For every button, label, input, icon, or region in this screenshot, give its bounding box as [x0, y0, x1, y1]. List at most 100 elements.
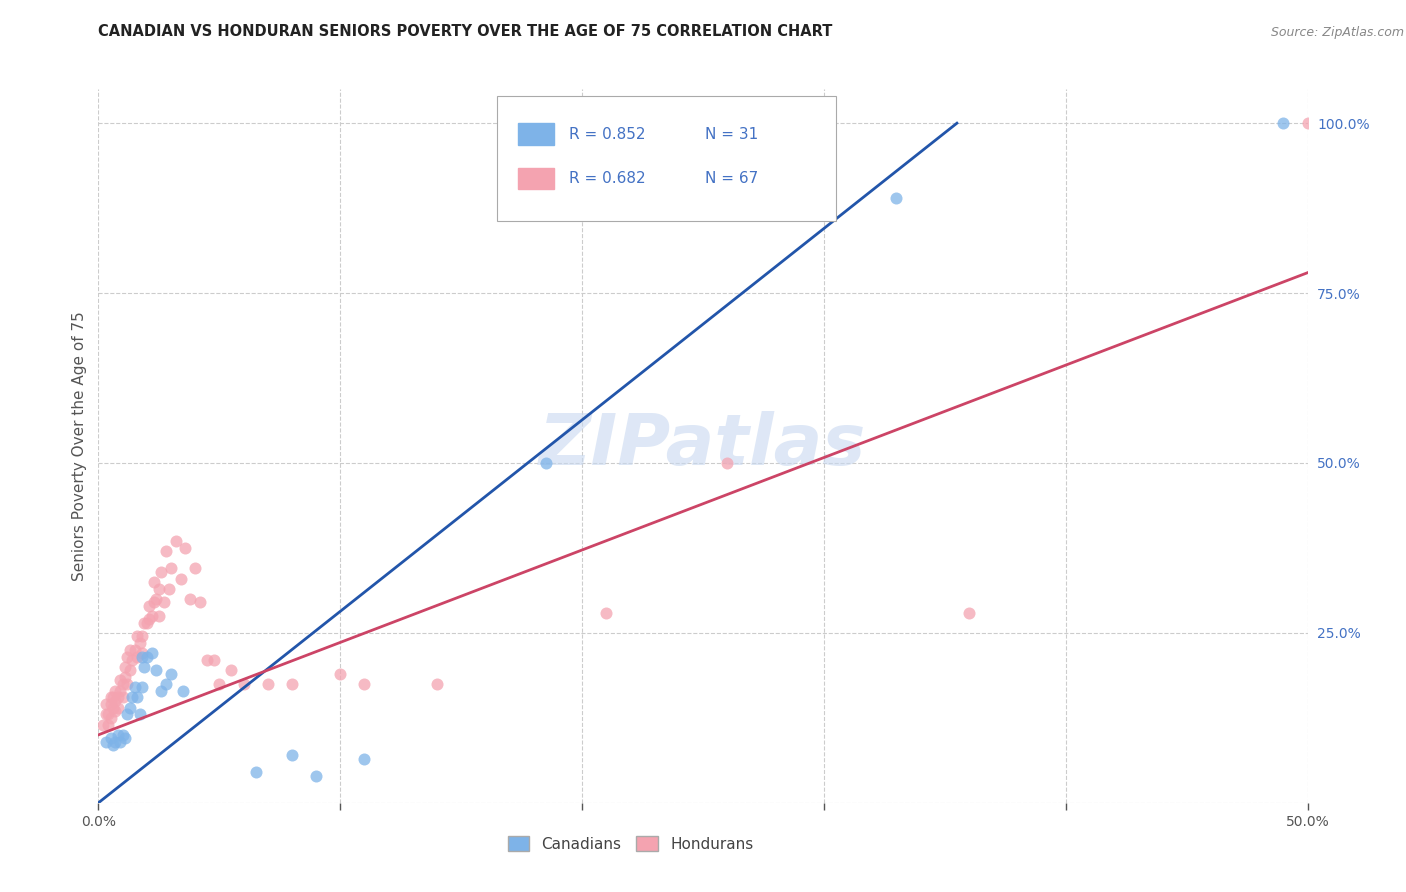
Point	[150, 565, 173, 579]
Point	[138, 599, 160, 613]
Point	[117, 649, 139, 664]
Point	[256, 677, 278, 691]
Point	[128, 636, 150, 650]
Point	[131, 629, 153, 643]
Point	[145, 591, 167, 606]
Point	[886, 191, 908, 205]
Point	[121, 690, 143, 705]
Point	[100, 731, 122, 746]
Point	[117, 677, 139, 691]
Point	[108, 683, 131, 698]
Point	[179, 591, 201, 606]
Point	[127, 629, 149, 643]
Point	[104, 683, 127, 698]
Point	[118, 663, 141, 677]
Point	[165, 534, 187, 549]
Point	[131, 646, 153, 660]
Point	[208, 677, 231, 691]
Point	[204, 653, 226, 667]
Text: N = 31: N = 31	[706, 127, 759, 142]
Point	[117, 707, 139, 722]
Text: ZIPatlas: ZIPatlas	[540, 411, 866, 481]
Point	[127, 649, 149, 664]
Point	[131, 680, 153, 694]
Point	[150, 683, 173, 698]
Text: R = 0.852: R = 0.852	[569, 127, 645, 142]
Point	[118, 700, 141, 714]
Point	[100, 711, 122, 725]
Point	[94, 734, 117, 748]
Point	[97, 717, 120, 731]
Point	[91, 717, 114, 731]
Point	[145, 663, 167, 677]
Point	[174, 541, 197, 555]
Point	[155, 544, 177, 558]
Point	[97, 707, 120, 722]
Point	[114, 731, 136, 746]
Point	[160, 666, 183, 681]
Point	[353, 751, 375, 765]
Point	[111, 728, 134, 742]
Point	[141, 608, 163, 623]
Point	[426, 677, 449, 691]
Point	[281, 677, 304, 691]
Point	[232, 677, 254, 691]
Point	[169, 572, 191, 586]
Point	[957, 606, 980, 620]
Point	[114, 670, 136, 684]
Point	[281, 748, 304, 763]
Point	[134, 660, 156, 674]
FancyBboxPatch shape	[517, 168, 554, 189]
Point	[94, 707, 117, 722]
Point	[111, 677, 134, 691]
Point	[107, 728, 129, 742]
Point	[104, 694, 127, 708]
Point	[107, 690, 129, 705]
Point	[141, 646, 163, 660]
Point	[143, 595, 166, 609]
Point	[534, 456, 557, 470]
Point	[716, 456, 738, 470]
Point	[100, 698, 122, 712]
FancyBboxPatch shape	[517, 123, 554, 145]
Point	[184, 561, 207, 575]
FancyBboxPatch shape	[498, 96, 837, 221]
Point	[101, 690, 124, 705]
Point	[128, 707, 150, 722]
Point	[138, 612, 160, 626]
Point	[107, 700, 129, 714]
Point	[152, 595, 174, 609]
Point	[131, 649, 153, 664]
Point	[121, 653, 143, 667]
Point	[134, 615, 156, 630]
Point	[1272, 116, 1295, 130]
Point	[94, 698, 117, 712]
Point	[143, 574, 166, 589]
Point	[111, 690, 134, 705]
Point	[155, 677, 177, 691]
Point	[124, 643, 146, 657]
Point	[108, 673, 131, 688]
Point	[245, 765, 267, 780]
Point	[157, 582, 180, 596]
Point	[127, 690, 149, 705]
Point	[101, 738, 124, 752]
Point	[1296, 116, 1319, 130]
Text: Source: ZipAtlas.com: Source: ZipAtlas.com	[1271, 26, 1405, 39]
Y-axis label: Seniors Poverty Over the Age of 75: Seniors Poverty Over the Age of 75	[72, 311, 87, 581]
Text: R = 0.682: R = 0.682	[569, 171, 645, 186]
Point	[148, 608, 170, 623]
Point	[135, 615, 157, 630]
Point	[329, 666, 352, 681]
Point	[353, 677, 375, 691]
Point	[148, 582, 170, 596]
Point	[160, 561, 183, 575]
Point	[135, 649, 157, 664]
Text: CANADIAN VS HONDURAN SENIORS POVERTY OVER THE AGE OF 75 CORRELATION CHART: CANADIAN VS HONDURAN SENIORS POVERTY OVE…	[98, 24, 832, 39]
Point	[114, 660, 136, 674]
Point	[104, 704, 127, 718]
Point	[100, 690, 122, 705]
Point	[124, 680, 146, 694]
Point	[221, 663, 243, 677]
Point	[595, 606, 617, 620]
